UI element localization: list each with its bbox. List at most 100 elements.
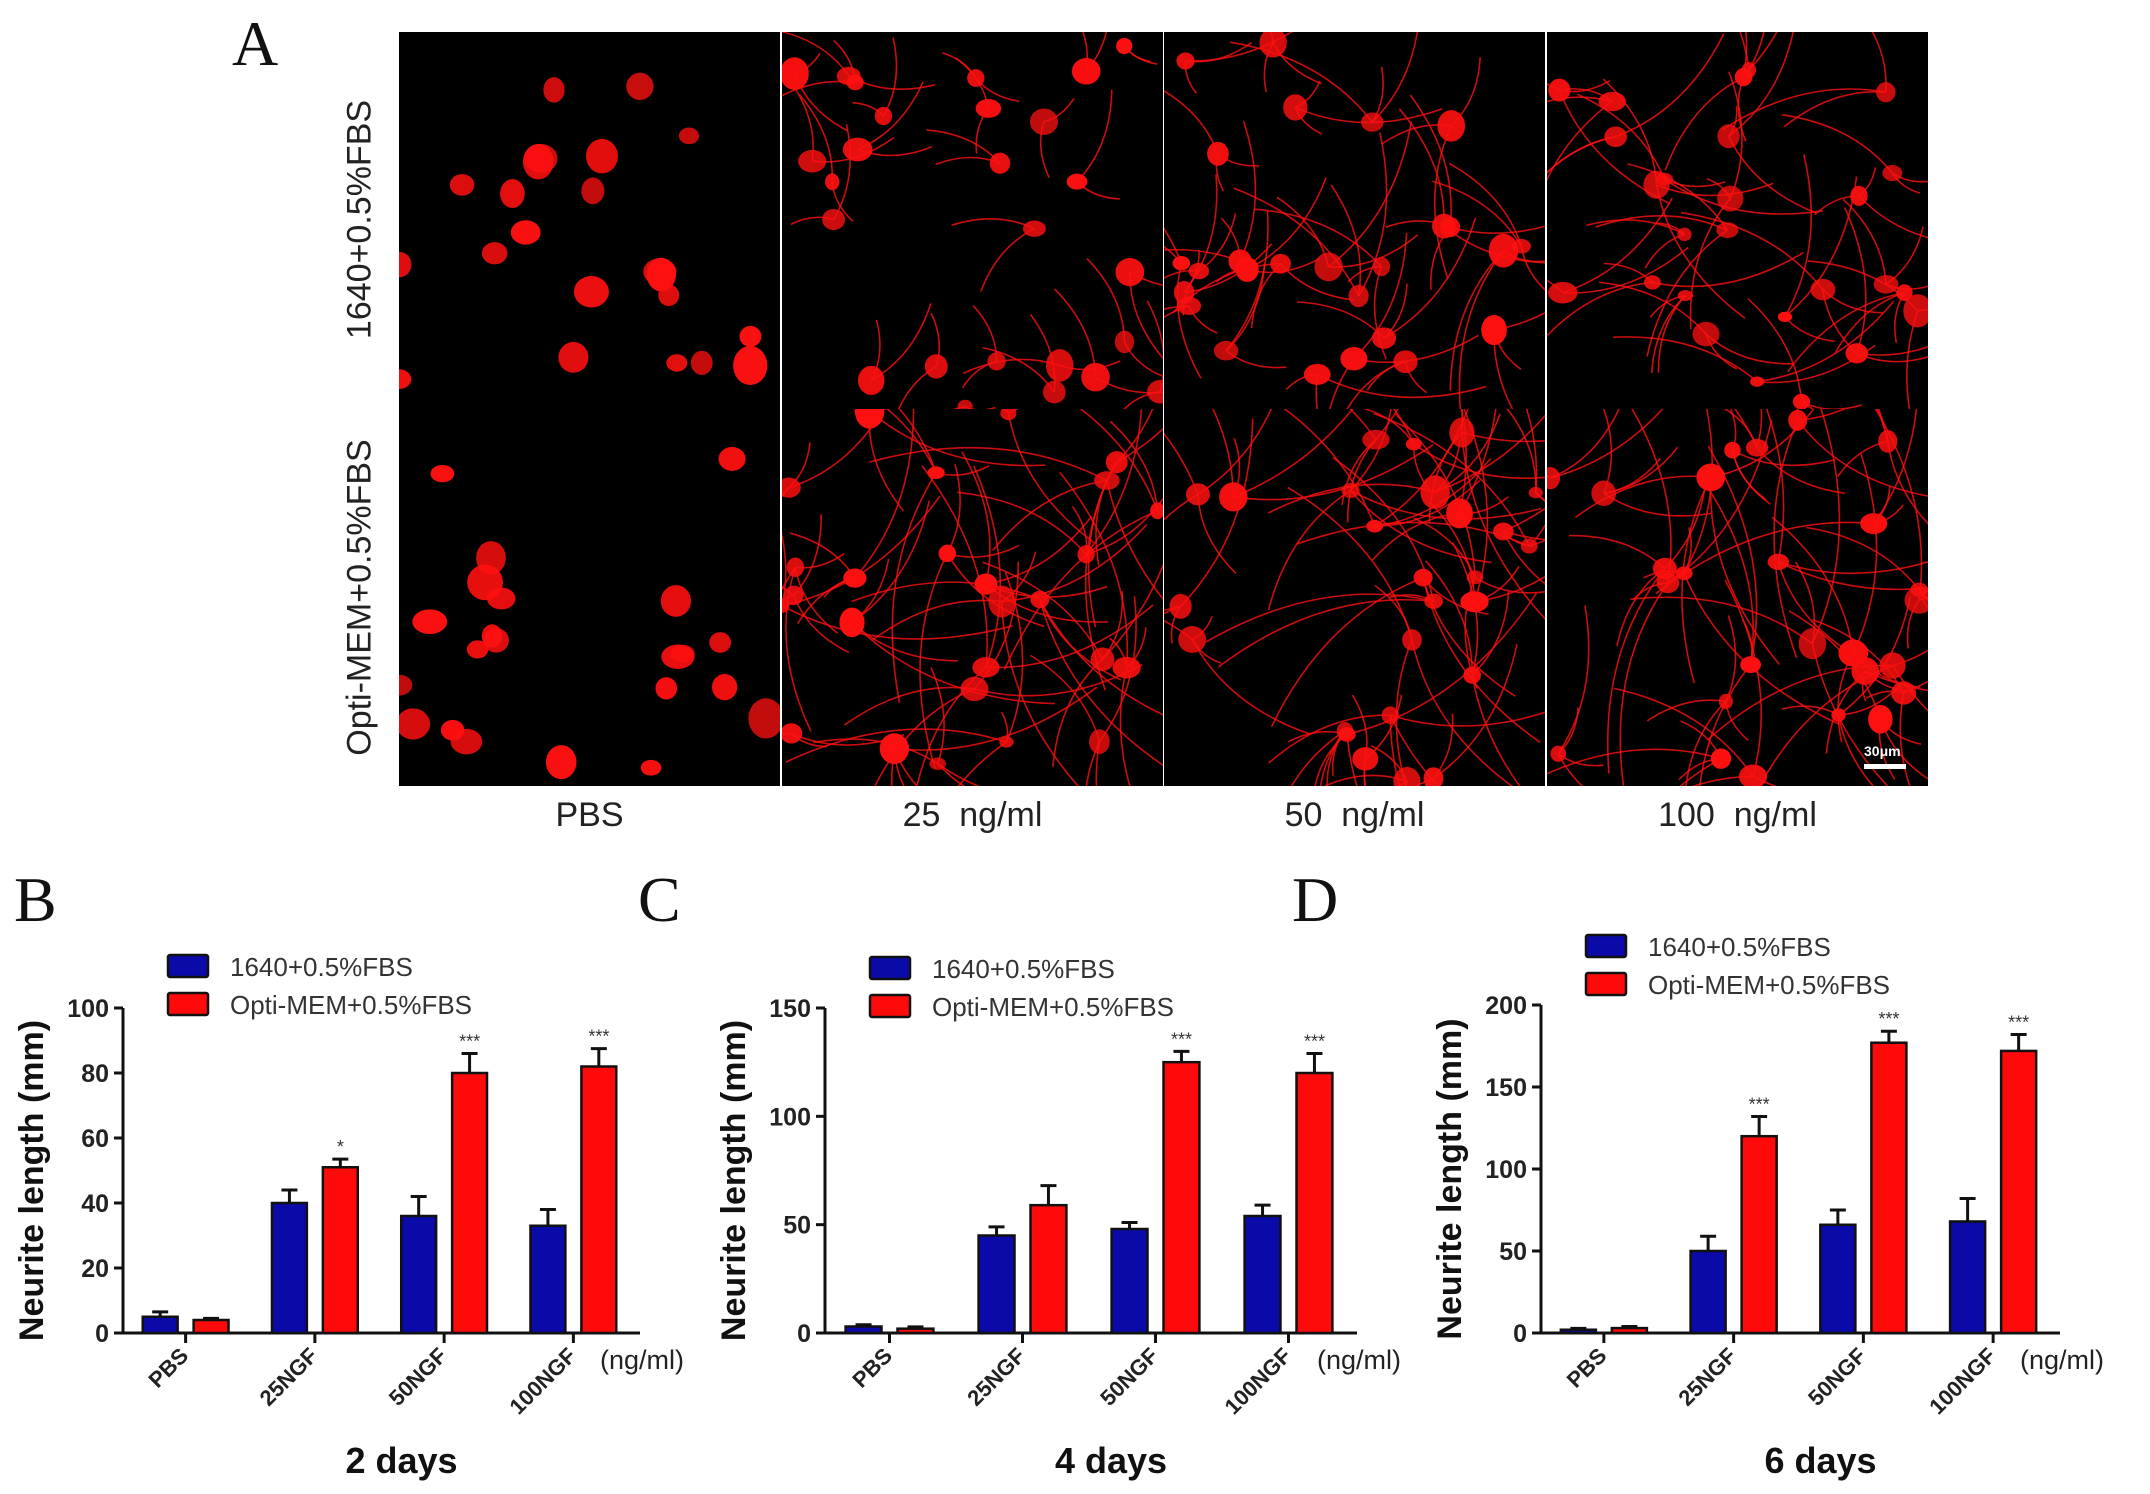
y-tick-label: 0 (797, 1320, 811, 1348)
legend-swatch-1 (1584, 971, 1628, 997)
column-label-100: 100 ng/ml (1658, 796, 1817, 834)
bar-PBS-1 (192, 1318, 230, 1335)
row-label-optimem: Opti-MEM+0.5%FBS (340, 439, 379, 756)
bar-50NGF-1 (1162, 1060, 1201, 1335)
x-tick-label: PBS (1562, 1343, 1612, 1393)
y-tick-label: 150 (769, 995, 811, 1023)
bar-PBS-0 (844, 1325, 883, 1335)
column-label-pbs: PBS (555, 796, 624, 834)
panel-label-a: A (232, 8, 279, 79)
bar-100NGF-0 (529, 1224, 567, 1335)
chart-title: 2 days (345, 1440, 457, 1481)
bar-50NGF-1 (450, 1071, 489, 1335)
bar-PBS-0 (141, 1315, 179, 1335)
bar-50NGF-0 (1110, 1227, 1149, 1335)
legend-label-0: 1640+0.5%FBS (932, 954, 1115, 984)
legend-label-0: 1640+0.5%FBS (230, 952, 413, 982)
bar-PBS-0 (1559, 1328, 1598, 1335)
scale-bar (1864, 764, 1906, 769)
micrograph-r2-c4 (1547, 409, 1928, 786)
micrograph-r1-c2 (782, 32, 1163, 409)
legend-swatch-1 (868, 993, 912, 1019)
x-tick-label: 100NGF (1924, 1343, 2000, 1419)
y-tick-label: 150 (1485, 1074, 1527, 1102)
x-axis-unit-label: (ng/ml) (1317, 1345, 1401, 1375)
significance-marker: *** (1171, 1029, 1192, 1049)
y-tick-label: 50 (1499, 1238, 1527, 1266)
micrograph-r2-c1 (399, 409, 780, 786)
legend-swatch-0 (868, 955, 912, 981)
y-tick-label: 100 (769, 1103, 811, 1131)
bar-PBS-1 (1610, 1326, 1649, 1335)
x-tick-label: 100NGF (1220, 1343, 1296, 1419)
column-label-50: 50 ng/ml (1284, 796, 1425, 834)
x-tick-label: PBS (847, 1343, 897, 1393)
y-axis-label: Neurite length (mm) (13, 1020, 51, 1341)
y-tick-label: 0 (95, 1320, 109, 1348)
x-tick-label: PBS (143, 1343, 193, 1393)
bar-100NGF-1 (1999, 1049, 2038, 1335)
x-tick-label: 50NGF (1803, 1343, 1871, 1411)
bar-chart-2-days: 1640+0.5%FBS Opti-MEM+0.5%FBS 0 20 40 60 80 100… (13, 952, 684, 1481)
legend-swatch-1 (166, 991, 210, 1017)
significance-marker: *** (1304, 1032, 1325, 1052)
bar-50NGF-0 (1819, 1223, 1857, 1335)
bar-25NGF-1 (1740, 1134, 1778, 1335)
bar-100NGF-0 (1243, 1214, 1282, 1335)
x-tick-label: 25NGF (962, 1343, 1030, 1411)
bar-chart-4-days: 1640+0.5%FBS Opti-MEM+0.5%FBS 0 50 100 150 Neu… (715, 954, 1401, 1481)
bar-25NGF-1 (321, 1166, 360, 1335)
bar-25NGF-0 (270, 1201, 309, 1335)
significance-marker: *** (459, 1032, 480, 1052)
micrograph-r2-c2 (782, 409, 1163, 786)
legend-label-1: Opti-MEM+0.5%FBS (1648, 970, 1890, 1000)
significance-marker: *** (588, 1027, 609, 1047)
panel-label-d: D (1292, 864, 1339, 935)
panel-label-b: B (14, 864, 57, 935)
micrograph-r1-c3 (1164, 32, 1545, 409)
micrograph-r1-c4 (1547, 32, 1928, 409)
legend-swatch-0 (166, 953, 210, 979)
chart-title: 6 days (1764, 1440, 1876, 1481)
bar-100NGF-0 (1948, 1220, 1987, 1335)
panel-label-c: C (638, 864, 681, 935)
legend-label-0: 1640+0.5%FBS (1648, 932, 1831, 962)
column-label-25: 25 ng/ml (902, 796, 1043, 834)
micrograph-r1-c1 (399, 32, 780, 409)
x-tick-label: 25NGF (255, 1343, 323, 1411)
bar-50NGF-1 (1870, 1041, 1908, 1335)
chart-title: 4 days (1055, 1440, 1167, 1481)
x-tick-label: 25NGF (1673, 1343, 1741, 1411)
significance-marker: *** (2008, 1013, 2029, 1033)
y-axis-label: Neurite length (mm) (715, 1020, 753, 1341)
legend-label-1: Opti-MEM+0.5%FBS (932, 992, 1174, 1022)
micrograph-r2-c3 (1164, 409, 1545, 786)
bar-25NGF-0 (1689, 1249, 1727, 1335)
bar-chart-6-days: 1640+0.5%FBS Opti-MEM+0.5%FBS 0 50 100 150 200… (1431, 932, 2104, 1481)
row-label-1640: 1640+0.5%FBS (340, 99, 379, 340)
x-axis-unit-label: (ng/ml) (600, 1345, 684, 1375)
bar-100NGF-1 (580, 1065, 618, 1335)
x-tick-label: 100NGF (504, 1343, 580, 1419)
significance-marker: * (337, 1137, 344, 1157)
y-tick-label: 40 (81, 1190, 109, 1218)
scale-bar-label: 30μm (1864, 743, 1901, 759)
x-tick-label: 50NGF (1095, 1343, 1163, 1411)
x-axis-unit-label: (ng/ml) (2020, 1345, 2104, 1375)
bar-PBS-1 (896, 1327, 935, 1335)
bar-25NGF-1 (1029, 1203, 1068, 1335)
legend-label-1: Opti-MEM+0.5%FBS (230, 990, 472, 1020)
significance-marker: *** (1878, 1009, 1899, 1029)
bar-50NGF-0 (399, 1214, 438, 1335)
y-tick-label: 100 (67, 995, 109, 1023)
y-tick-label: 0 (1513, 1320, 1527, 1348)
y-tick-label: 50 (783, 1212, 811, 1240)
y-tick-label: 20 (81, 1255, 109, 1283)
y-tick-label: 60 (81, 1125, 109, 1153)
y-axis-label: Neurite length (mm) (1431, 1018, 1469, 1339)
x-tick-label: 50NGF (384, 1343, 452, 1411)
y-tick-label: 100 (1485, 1156, 1527, 1184)
y-tick-label: 200 (1485, 992, 1527, 1020)
significance-marker: *** (1749, 1095, 1770, 1115)
legend-swatch-0 (1584, 933, 1628, 959)
